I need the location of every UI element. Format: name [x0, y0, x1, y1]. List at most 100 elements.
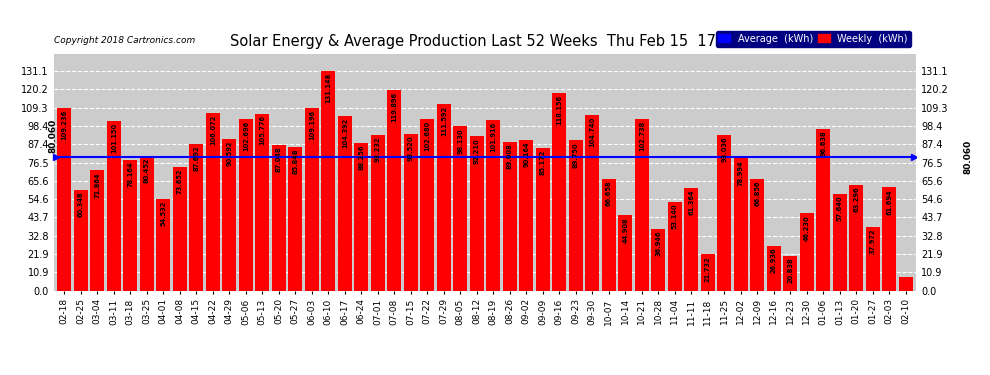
Text: 73.652: 73.652 — [177, 169, 183, 195]
Bar — [354, 143, 368, 291]
Text: 78.994: 78.994 — [738, 160, 743, 186]
Bar — [206, 113, 220, 291]
Bar — [668, 202, 682, 291]
Bar — [651, 229, 665, 291]
Text: 87.692: 87.692 — [193, 146, 199, 171]
Text: 119.896: 119.896 — [391, 92, 397, 122]
Text: 90.164: 90.164 — [524, 141, 530, 167]
Text: 26.936: 26.936 — [771, 247, 777, 273]
Bar — [239, 118, 252, 291]
Bar — [470, 136, 484, 291]
Bar — [288, 147, 302, 291]
Bar — [404, 134, 418, 291]
Text: 85.172: 85.172 — [540, 150, 545, 175]
Text: 102.738: 102.738 — [639, 120, 644, 150]
Bar — [338, 116, 351, 291]
Text: 92.210: 92.210 — [474, 138, 480, 164]
Bar — [602, 179, 616, 291]
Text: 80.060: 80.060 — [963, 140, 972, 174]
Bar — [585, 115, 599, 291]
Bar — [882, 188, 896, 291]
Text: 104.392: 104.392 — [342, 117, 347, 148]
Bar — [552, 93, 566, 291]
Bar — [833, 194, 846, 291]
Text: 106.072: 106.072 — [210, 115, 216, 145]
Text: 104.740: 104.740 — [589, 117, 595, 147]
Bar — [255, 114, 269, 291]
Text: 93.036: 93.036 — [722, 136, 728, 162]
Bar — [536, 148, 549, 291]
Bar — [750, 178, 764, 291]
Text: 118.156: 118.156 — [556, 94, 562, 124]
Bar — [817, 129, 831, 291]
Bar — [223, 139, 237, 291]
Bar — [421, 119, 435, 291]
Text: 53.140: 53.140 — [672, 203, 678, 229]
Text: 80.452: 80.452 — [144, 158, 149, 183]
Bar — [322, 71, 336, 291]
Text: 66.658: 66.658 — [606, 181, 612, 206]
Text: 46.230: 46.230 — [804, 215, 810, 240]
Bar — [272, 145, 286, 291]
Text: 80.060: 80.060 — [49, 119, 57, 153]
Text: 131.148: 131.148 — [326, 73, 332, 103]
Bar — [503, 142, 517, 291]
Bar — [866, 227, 880, 291]
Text: 90.592: 90.592 — [227, 141, 233, 166]
Text: 101.916: 101.916 — [490, 122, 496, 152]
Bar — [767, 246, 781, 291]
Bar — [74, 190, 88, 291]
Bar — [107, 121, 121, 291]
Text: 36.946: 36.946 — [655, 231, 661, 256]
Bar — [305, 108, 319, 291]
Bar — [189, 144, 203, 291]
Bar — [173, 167, 187, 291]
Text: 78.164: 78.164 — [128, 161, 134, 187]
Bar — [156, 200, 170, 291]
Text: 60.348: 60.348 — [78, 191, 84, 217]
Title: Solar Energy & Average Production Last 52 Weeks  Thu Feb 15  17:17: Solar Energy & Average Production Last 5… — [231, 34, 740, 49]
Text: 111.592: 111.592 — [441, 105, 446, 136]
Bar — [387, 90, 401, 291]
Text: 20.838: 20.838 — [787, 257, 793, 283]
Bar — [701, 254, 715, 291]
Bar — [90, 170, 104, 291]
Bar — [783, 256, 797, 291]
Text: 61.364: 61.364 — [688, 189, 694, 215]
Bar — [684, 188, 698, 291]
Text: 54.532: 54.532 — [160, 201, 166, 226]
Bar — [619, 215, 633, 291]
Text: 21.732: 21.732 — [705, 256, 711, 282]
Bar — [57, 108, 71, 291]
Text: 109.236: 109.236 — [61, 110, 67, 140]
Text: 93.232: 93.232 — [375, 136, 381, 162]
Text: 89.750: 89.750 — [573, 142, 579, 168]
Text: 89.008: 89.008 — [507, 143, 513, 169]
Text: 37.972: 37.972 — [870, 229, 876, 254]
Bar — [734, 158, 747, 291]
Bar — [486, 120, 500, 291]
Legend: Average  (kWh), Weekly  (kWh): Average (kWh), Weekly (kWh) — [716, 31, 911, 47]
Text: 57.640: 57.640 — [837, 196, 842, 221]
Text: 44.908: 44.908 — [623, 217, 629, 243]
Text: 96.638: 96.638 — [821, 130, 827, 156]
Bar — [899, 278, 913, 291]
Text: 102.680: 102.680 — [425, 120, 431, 151]
Bar — [437, 104, 450, 291]
Text: 88.256: 88.256 — [358, 144, 364, 170]
Bar — [140, 156, 153, 291]
Text: 87.048: 87.048 — [276, 147, 282, 172]
Text: 85.848: 85.848 — [292, 148, 298, 174]
Bar — [635, 118, 648, 291]
Text: 93.520: 93.520 — [408, 136, 414, 161]
Text: 109.196: 109.196 — [309, 110, 315, 140]
Bar — [453, 126, 467, 291]
Bar — [371, 135, 385, 291]
Text: 102.696: 102.696 — [243, 120, 248, 151]
Text: 63.296: 63.296 — [853, 186, 859, 212]
Text: 66.856: 66.856 — [754, 180, 760, 206]
Bar — [124, 160, 138, 291]
Text: Copyright 2018 Cartronics.com: Copyright 2018 Cartronics.com — [54, 36, 196, 45]
Text: 105.776: 105.776 — [259, 115, 265, 146]
Text: 101.150: 101.150 — [111, 123, 117, 153]
